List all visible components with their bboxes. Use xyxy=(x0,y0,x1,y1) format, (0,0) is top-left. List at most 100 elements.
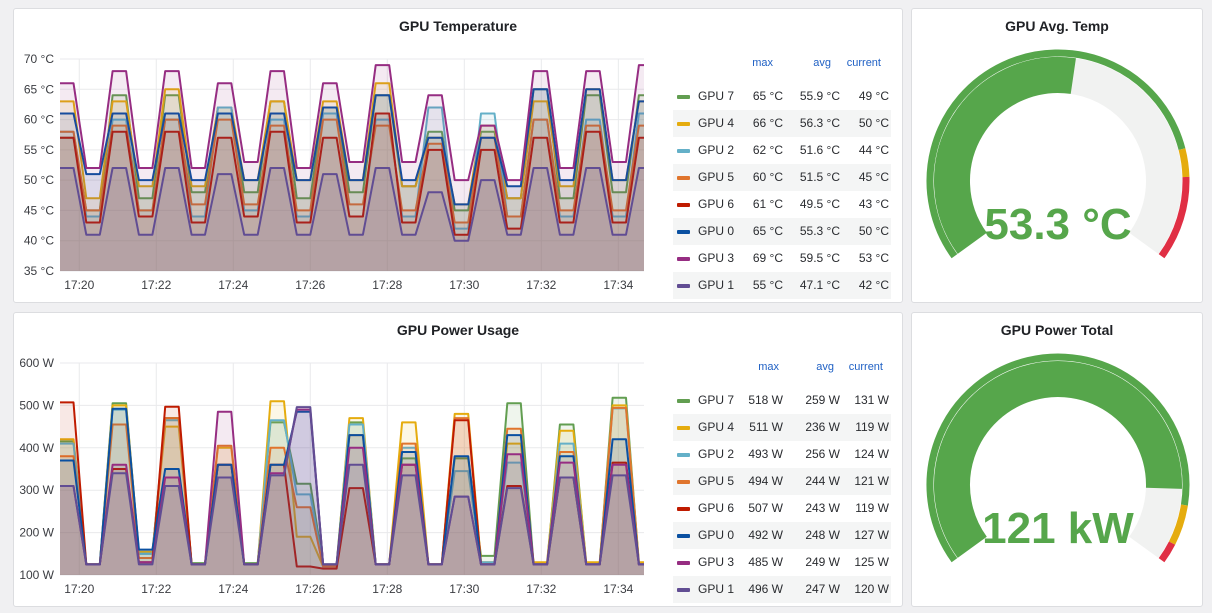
y-tick-label: 500 W xyxy=(19,398,54,412)
series-line[interactable] xyxy=(60,88,644,206)
series-line[interactable] xyxy=(60,406,644,566)
legend-current-value: 120 W xyxy=(854,582,889,596)
y-tick-label: 50 °C xyxy=(24,173,54,187)
y-tick-label: 300 W xyxy=(19,483,54,497)
legend-header-current[interactable]: current xyxy=(848,361,883,373)
legend-series-name[interactable]: GPU 0 xyxy=(698,224,735,238)
legend-header-max[interactable]: max xyxy=(758,361,779,373)
legend-series-name[interactable]: GPU 3 xyxy=(698,251,735,265)
legend-current-value: 50 °C xyxy=(858,224,889,238)
legend-avg-value: 236 W xyxy=(805,420,840,434)
legend-avg-value: 259 W xyxy=(805,393,840,407)
legend-item[interactable]: GPU 0 492 W 248 W 127 W xyxy=(673,522,891,549)
legend-item[interactable]: GPU 2 62 °C 51.6 °C 44 °C xyxy=(673,137,891,164)
series-line[interactable] xyxy=(60,167,644,242)
x-tick-label: 17:30 xyxy=(449,582,479,596)
legend-item[interactable]: GPU 1 55 °C 47.1 °C 42 °C xyxy=(673,272,891,299)
legend-swatch[interactable] xyxy=(677,149,690,153)
legend-item[interactable]: GPU 4 66 °C 56.3 °C 50 °C xyxy=(673,110,891,137)
threshold-band xyxy=(1168,504,1188,545)
series-area xyxy=(60,407,644,575)
legend-avg-value: 247 W xyxy=(805,582,840,596)
legend-series-name[interactable]: GPU 7 xyxy=(698,89,735,103)
legend-max-value: 511 W xyxy=(749,420,783,434)
legend-series-name[interactable]: GPU 2 xyxy=(698,447,735,461)
legend-series-name[interactable]: GPU 1 xyxy=(698,278,735,292)
legend-item[interactable]: GPU 3 485 W 249 W 125 W xyxy=(673,549,891,576)
legend-avg-value: 49.5 °C xyxy=(799,197,840,211)
y-tick-label: 600 W xyxy=(19,356,54,370)
legend-swatch[interactable] xyxy=(677,203,690,207)
legend-swatch[interactable] xyxy=(677,426,690,430)
power-usage-graph[interactable]: 100 W 200 W 300 W 400 W 500 W 600 W 17:20 17:22… xyxy=(14,313,674,607)
legend-swatch[interactable] xyxy=(677,507,690,511)
series-line[interactable] xyxy=(60,118,644,224)
gpu-power-usage-panel: GPU Power Usage 100 W 200 W 300 W 400 W 500 … xyxy=(13,312,903,607)
legend-item[interactable]: GPU 5 60 °C 51.5 °C 45 °C xyxy=(673,164,891,191)
legend-item[interactable]: GPU 2 493 W 256 W 124 W xyxy=(673,441,891,468)
panel-title[interactable]: GPU Temperature xyxy=(399,18,517,34)
legend-header-avg[interactable]: avg xyxy=(816,361,834,373)
threshold-band xyxy=(1158,541,1176,563)
legend-series-name[interactable]: GPU 5 xyxy=(698,170,735,184)
legend-item[interactable]: GPU 6 507 W 243 W 119 W xyxy=(673,495,891,522)
legend-max-value: 69 °C xyxy=(752,251,783,265)
series-line[interactable] xyxy=(60,112,644,236)
legend-swatch[interactable] xyxy=(677,399,690,403)
legend-current-value: 127 W xyxy=(854,528,889,542)
legend-series-name[interactable]: GPU 7 xyxy=(698,393,735,407)
legend-series-name[interactable]: GPU 1 xyxy=(698,582,735,596)
legend-swatch[interactable] xyxy=(677,95,690,99)
legend-max-value: 60 °C xyxy=(752,170,783,184)
legend-max-value: 493 W xyxy=(748,447,783,461)
series-line[interactable] xyxy=(60,64,644,182)
legend-swatch[interactable] xyxy=(677,534,690,538)
legend-item[interactable]: GPU 7 65 °C 55.9 °C 49 °C xyxy=(673,83,891,110)
legend-series-name[interactable]: GPU 4 xyxy=(698,116,735,130)
panel-title[interactable]: GPU Power Total xyxy=(1000,322,1114,338)
legend-series-name[interactable]: GPU 5 xyxy=(698,474,735,488)
legend-header-current[interactable]: current xyxy=(846,57,881,69)
legend-series-name[interactable]: GPU 6 xyxy=(698,197,735,211)
legend-item[interactable]: GPU 6 61 °C 49.5 °C 43 °C xyxy=(673,191,891,218)
legend-item[interactable]: GPU 0 65 °C 55.3 °C 50 °C xyxy=(673,218,891,245)
legend-series-name[interactable]: GPU 4 xyxy=(698,420,735,434)
legend-item[interactable]: GPU 1 496 W 247 W 120 W xyxy=(673,576,891,603)
legend-item[interactable]: GPU 4 511 W 236 W 119 W xyxy=(673,414,891,441)
legend-avg-value: 51.6 °C xyxy=(799,143,840,157)
legend-swatch[interactable] xyxy=(677,588,690,592)
legend-swatch[interactable] xyxy=(677,561,690,565)
legend-series-name[interactable]: GPU 2 xyxy=(698,143,735,157)
x-tick-label: 17:28 xyxy=(372,582,402,596)
legend-series-name[interactable]: GPU 3 xyxy=(698,555,735,569)
legend-avg-value: 256 W xyxy=(805,447,840,461)
legend-current-value: 121 W xyxy=(854,474,889,488)
legend-swatch[interactable] xyxy=(677,176,690,180)
legend-item[interactable]: GPU 3 69 °C 59.5 °C 53 °C xyxy=(673,245,891,272)
series-area xyxy=(60,409,644,575)
legend-swatch[interactable] xyxy=(677,230,690,234)
legend-swatch[interactable] xyxy=(677,257,690,261)
x-tick-label: 17:26 xyxy=(295,582,325,596)
threshold-band xyxy=(1178,148,1190,178)
power-total-gauge: 121 kW xyxy=(926,353,1190,563)
legend-header-max[interactable]: max xyxy=(752,57,773,69)
legend-series-name[interactable]: GPU 0 xyxy=(698,528,735,542)
temperature-graph[interactable]: 35 °C 40 °C 45 °C 50 °C 55 °C 60 °C 65 °C 70 °C… xyxy=(14,9,674,303)
legend-max-value: 492 W xyxy=(748,528,783,542)
legend-swatch[interactable] xyxy=(677,122,690,126)
legend-item[interactable]: GPU 5 494 W 244 W 121 W xyxy=(673,468,891,495)
legend-series-name[interactable]: GPU 6 xyxy=(698,501,735,515)
x-tick-label: 17:34 xyxy=(603,582,633,596)
legend-swatch[interactable] xyxy=(677,453,690,457)
avg-temp-gauge: 53.3 °C xyxy=(926,49,1190,259)
legend-item[interactable]: GPU 7 518 W 259 W 131 W xyxy=(673,387,891,414)
legend-swatch[interactable] xyxy=(677,480,690,484)
gauge-value-arc xyxy=(934,57,1076,254)
panel-title[interactable]: GPU Power Usage xyxy=(396,322,520,338)
legend-header-avg[interactable]: avg xyxy=(813,57,831,69)
y-tick-label: 70 °C xyxy=(24,52,54,66)
panel-title[interactable]: GPU Avg. Temp xyxy=(1005,18,1109,34)
legend-swatch[interactable] xyxy=(677,284,690,288)
y-tick-label: 65 °C xyxy=(24,82,54,96)
